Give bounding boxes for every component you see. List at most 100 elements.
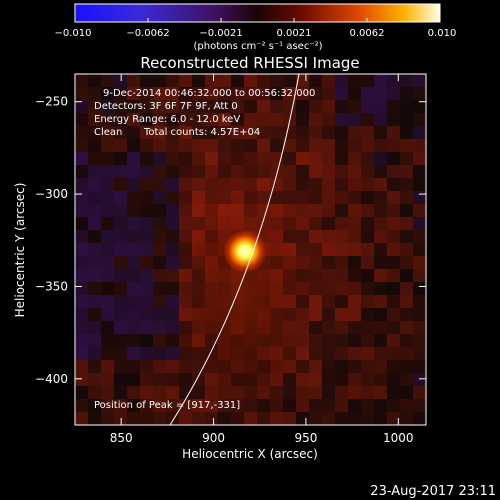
image-pixel (348, 373, 362, 387)
image-pixel (101, 152, 115, 166)
image-pixel (75, 373, 89, 387)
image-pixel (322, 295, 336, 309)
image-pixel (192, 152, 206, 166)
image-pixel (140, 204, 154, 218)
image-pixel (101, 399, 115, 413)
image-pixel (335, 217, 349, 231)
y-axis-ticks: −250 −300 −350 −400 (35, 95, 426, 386)
image-pixel (270, 113, 284, 127)
image-pixel (127, 386, 141, 400)
image-pixel (374, 412, 388, 425)
image-pixel (140, 217, 154, 231)
image-pixel (348, 230, 362, 244)
image-pixel (322, 113, 336, 127)
image-pixel (296, 165, 310, 179)
image-pixel (101, 386, 115, 400)
image-pixel (140, 152, 154, 166)
image-pixel (231, 152, 245, 166)
image-pixel (88, 295, 102, 309)
image-pixel (244, 87, 258, 101)
image-pixel (387, 412, 401, 425)
image-pixel (374, 87, 388, 101)
image-pixel (361, 113, 375, 127)
image-pixel (335, 256, 349, 270)
image-pixel (192, 139, 206, 153)
image-pixel (270, 165, 284, 179)
image-pixel (322, 243, 336, 257)
image-pixel (127, 243, 141, 257)
image-pixel (270, 139, 284, 153)
image-pixel (166, 204, 180, 218)
image-pixel (218, 74, 232, 88)
image-pixel (114, 139, 128, 153)
image-pixel (153, 399, 167, 413)
image-pixel (413, 412, 426, 425)
image-pixel (153, 204, 167, 218)
image-pixel (231, 100, 245, 114)
image-pixel (88, 139, 102, 153)
image-pixel (387, 191, 401, 205)
image-pixel (348, 347, 362, 361)
image-pixel (348, 360, 362, 374)
image-pixel (179, 152, 193, 166)
image-pixel (231, 74, 245, 88)
image-pixel (166, 139, 180, 153)
image-pixel (309, 152, 323, 166)
image-pixel (75, 360, 89, 374)
image-pixel (205, 74, 219, 88)
image-pixel (361, 230, 375, 244)
image-pixel (335, 347, 349, 361)
image-pixel (413, 256, 426, 270)
colorbar-tick-label: 0.0062 (350, 28, 385, 39)
image-pixel (374, 399, 388, 413)
image-pixel (322, 269, 336, 283)
image-pixel (88, 191, 102, 205)
image-pixel (166, 178, 180, 192)
image-pixel (88, 74, 102, 88)
image-pixel (75, 412, 89, 425)
chart-title: Reconstructed RHESSI Image (140, 54, 359, 72)
image-pixel (88, 113, 102, 127)
image-pixel (153, 373, 167, 387)
image-pixel (270, 126, 284, 140)
y-tick-label: −400 (35, 372, 68, 386)
image-pixel (88, 152, 102, 166)
image-pixel (361, 243, 375, 257)
image-pixel (309, 139, 323, 153)
image-pixel (140, 282, 154, 296)
image-pixel (88, 321, 102, 335)
image-pixel (140, 139, 154, 153)
image-pixel (244, 100, 258, 114)
image-pixel (192, 399, 206, 413)
image-pixel (218, 113, 232, 127)
image-pixel (400, 139, 414, 153)
image-pixel (335, 230, 349, 244)
image-pixel (166, 399, 180, 413)
image-pixel (361, 373, 375, 387)
image-pixel (348, 139, 362, 153)
image-pixel (400, 334, 414, 348)
image-pixel (348, 113, 362, 127)
image-pixel (153, 74, 167, 88)
colorbar-gradient (74, 3, 441, 23)
emission-haze (175, 180, 315, 420)
image-pixel (270, 74, 284, 88)
image-pixel (101, 191, 115, 205)
image-pixel (309, 217, 323, 231)
image-pixel (348, 334, 362, 348)
image-pixel (75, 347, 89, 361)
image-pixel (88, 269, 102, 283)
image-pixel (101, 269, 115, 283)
colorbar-unit-label: (photons cm⁻² s⁻¹ asec⁻²) (193, 41, 322, 52)
image-pixel (413, 386, 426, 400)
image-pixel (335, 243, 349, 257)
image-pixel (374, 282, 388, 296)
image-pixel (179, 139, 193, 153)
image-pixel (114, 230, 128, 244)
image-pixel (296, 87, 310, 101)
image-pixel (75, 386, 89, 400)
image-pixel (387, 347, 401, 361)
image-pixel (127, 321, 141, 335)
image-pixel (322, 347, 336, 361)
image-pixel (140, 74, 154, 88)
